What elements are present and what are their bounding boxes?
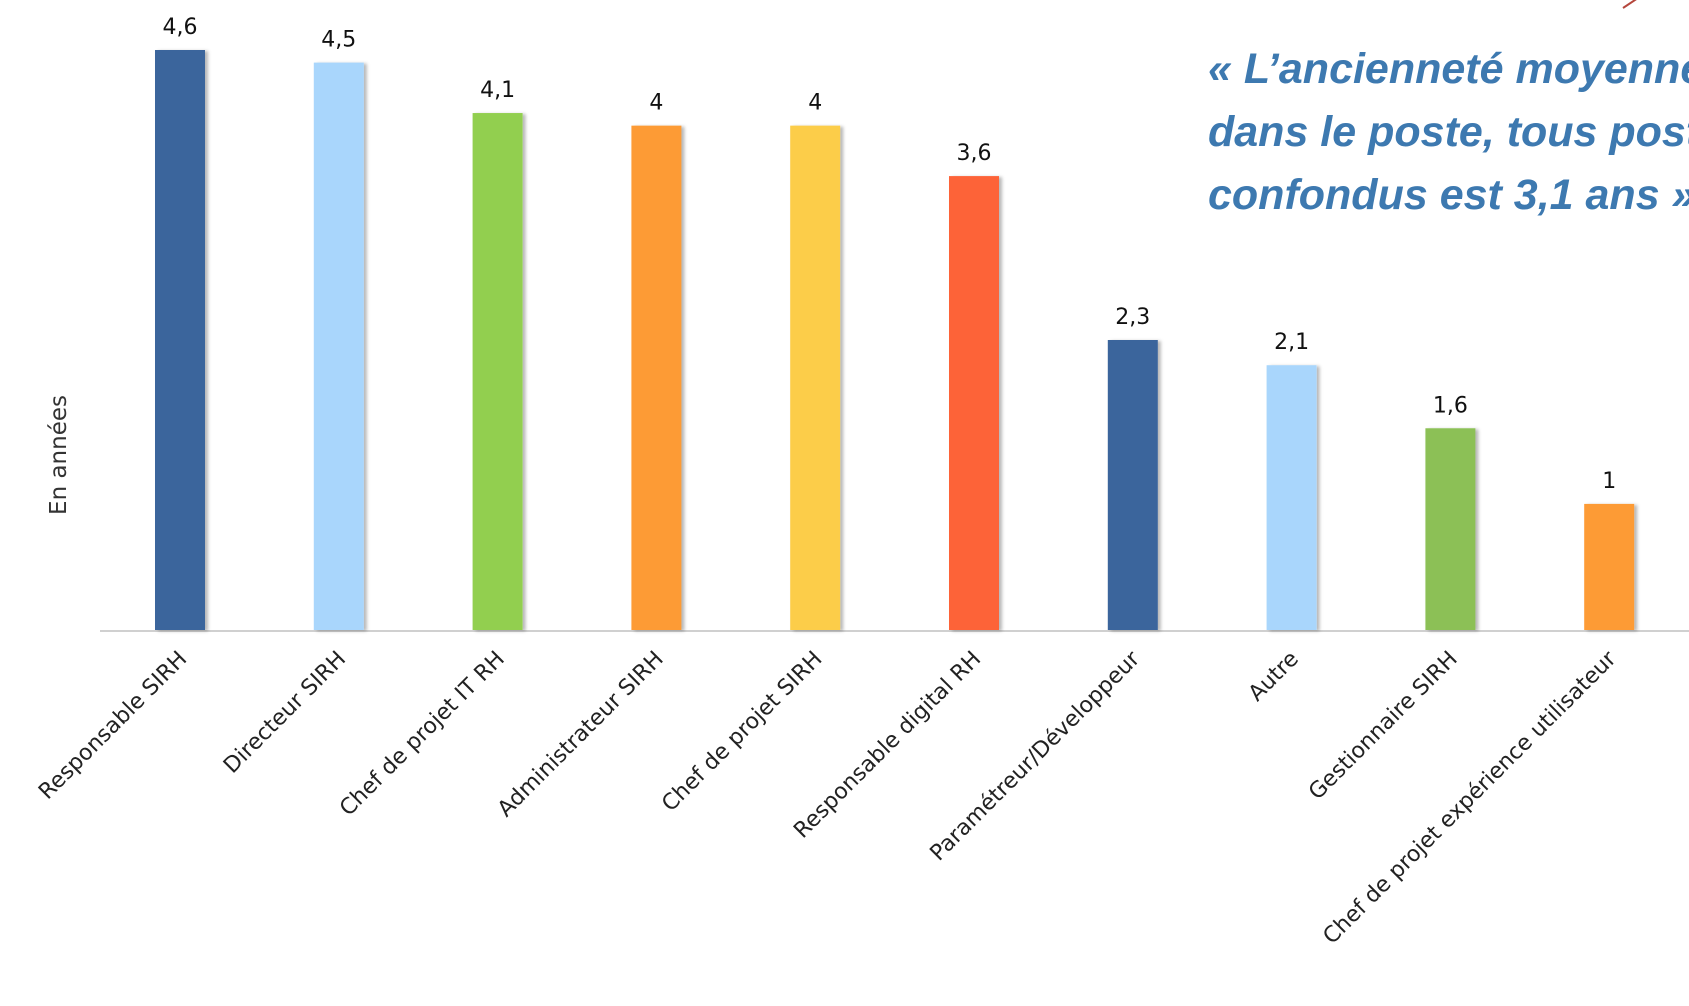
- value-label: 2,3: [1115, 305, 1150, 330]
- category-label: Autre: [1244, 647, 1304, 707]
- bar: [155, 50, 205, 630]
- category-label: Gestionnaire SIRH: [1304, 647, 1462, 805]
- bar: [1584, 503, 1635, 630]
- y-axis-label: En années: [46, 395, 72, 515]
- value-label: 3,6: [957, 141, 992, 166]
- bar: [1107, 340, 1158, 630]
- bar: [313, 62, 364, 630]
- value-label: 1,6: [1433, 393, 1468, 418]
- bar: [631, 125, 682, 631]
- bar: [790, 125, 841, 631]
- value-label: 4,6: [163, 15, 198, 40]
- annotation-callout: « L’ancienneté moyenne dans le poste, to…: [1208, 0, 1689, 219]
- callout-pointer: [1622, 0, 1637, 9]
- bar: [1425, 428, 1476, 630]
- category-label: Chef de projet IT RH: [335, 647, 510, 822]
- category-label: Chef de projet expérience utilisateur: [1319, 646, 1622, 949]
- annotation-line-3: confondus est 3,1 ans »: [1208, 171, 1689, 219]
- bar: [949, 176, 999, 630]
- value-label: 4: [649, 91, 663, 116]
- category-label: Responsable digital RH: [789, 647, 986, 844]
- category-label: Administrateur SIRH: [493, 647, 669, 823]
- value-label: 1: [1602, 469, 1616, 494]
- category-label: Directeur SIRH: [219, 647, 351, 779]
- value-label: 4,1: [480, 78, 515, 103]
- value-labels: 4,6 4,5 4,1 4 4 3,6 2,3 2,1 1,6 1: [163, 15, 1617, 494]
- bar: [1266, 365, 1317, 630]
- value-label: 4,5: [321, 28, 356, 53]
- bars: [155, 50, 1635, 631]
- value-label: 2,1: [1274, 330, 1309, 355]
- category-label: Responsable SIRH: [34, 647, 192, 805]
- bar: [472, 113, 523, 631]
- annotation-line-2: dans le poste, tous postes: [1208, 108, 1689, 156]
- value-label: 4: [808, 91, 822, 116]
- category-label: Chef de projet SIRH: [657, 647, 827, 817]
- annotation-line-1: « L’ancienneté moyenne: [1208, 45, 1689, 93]
